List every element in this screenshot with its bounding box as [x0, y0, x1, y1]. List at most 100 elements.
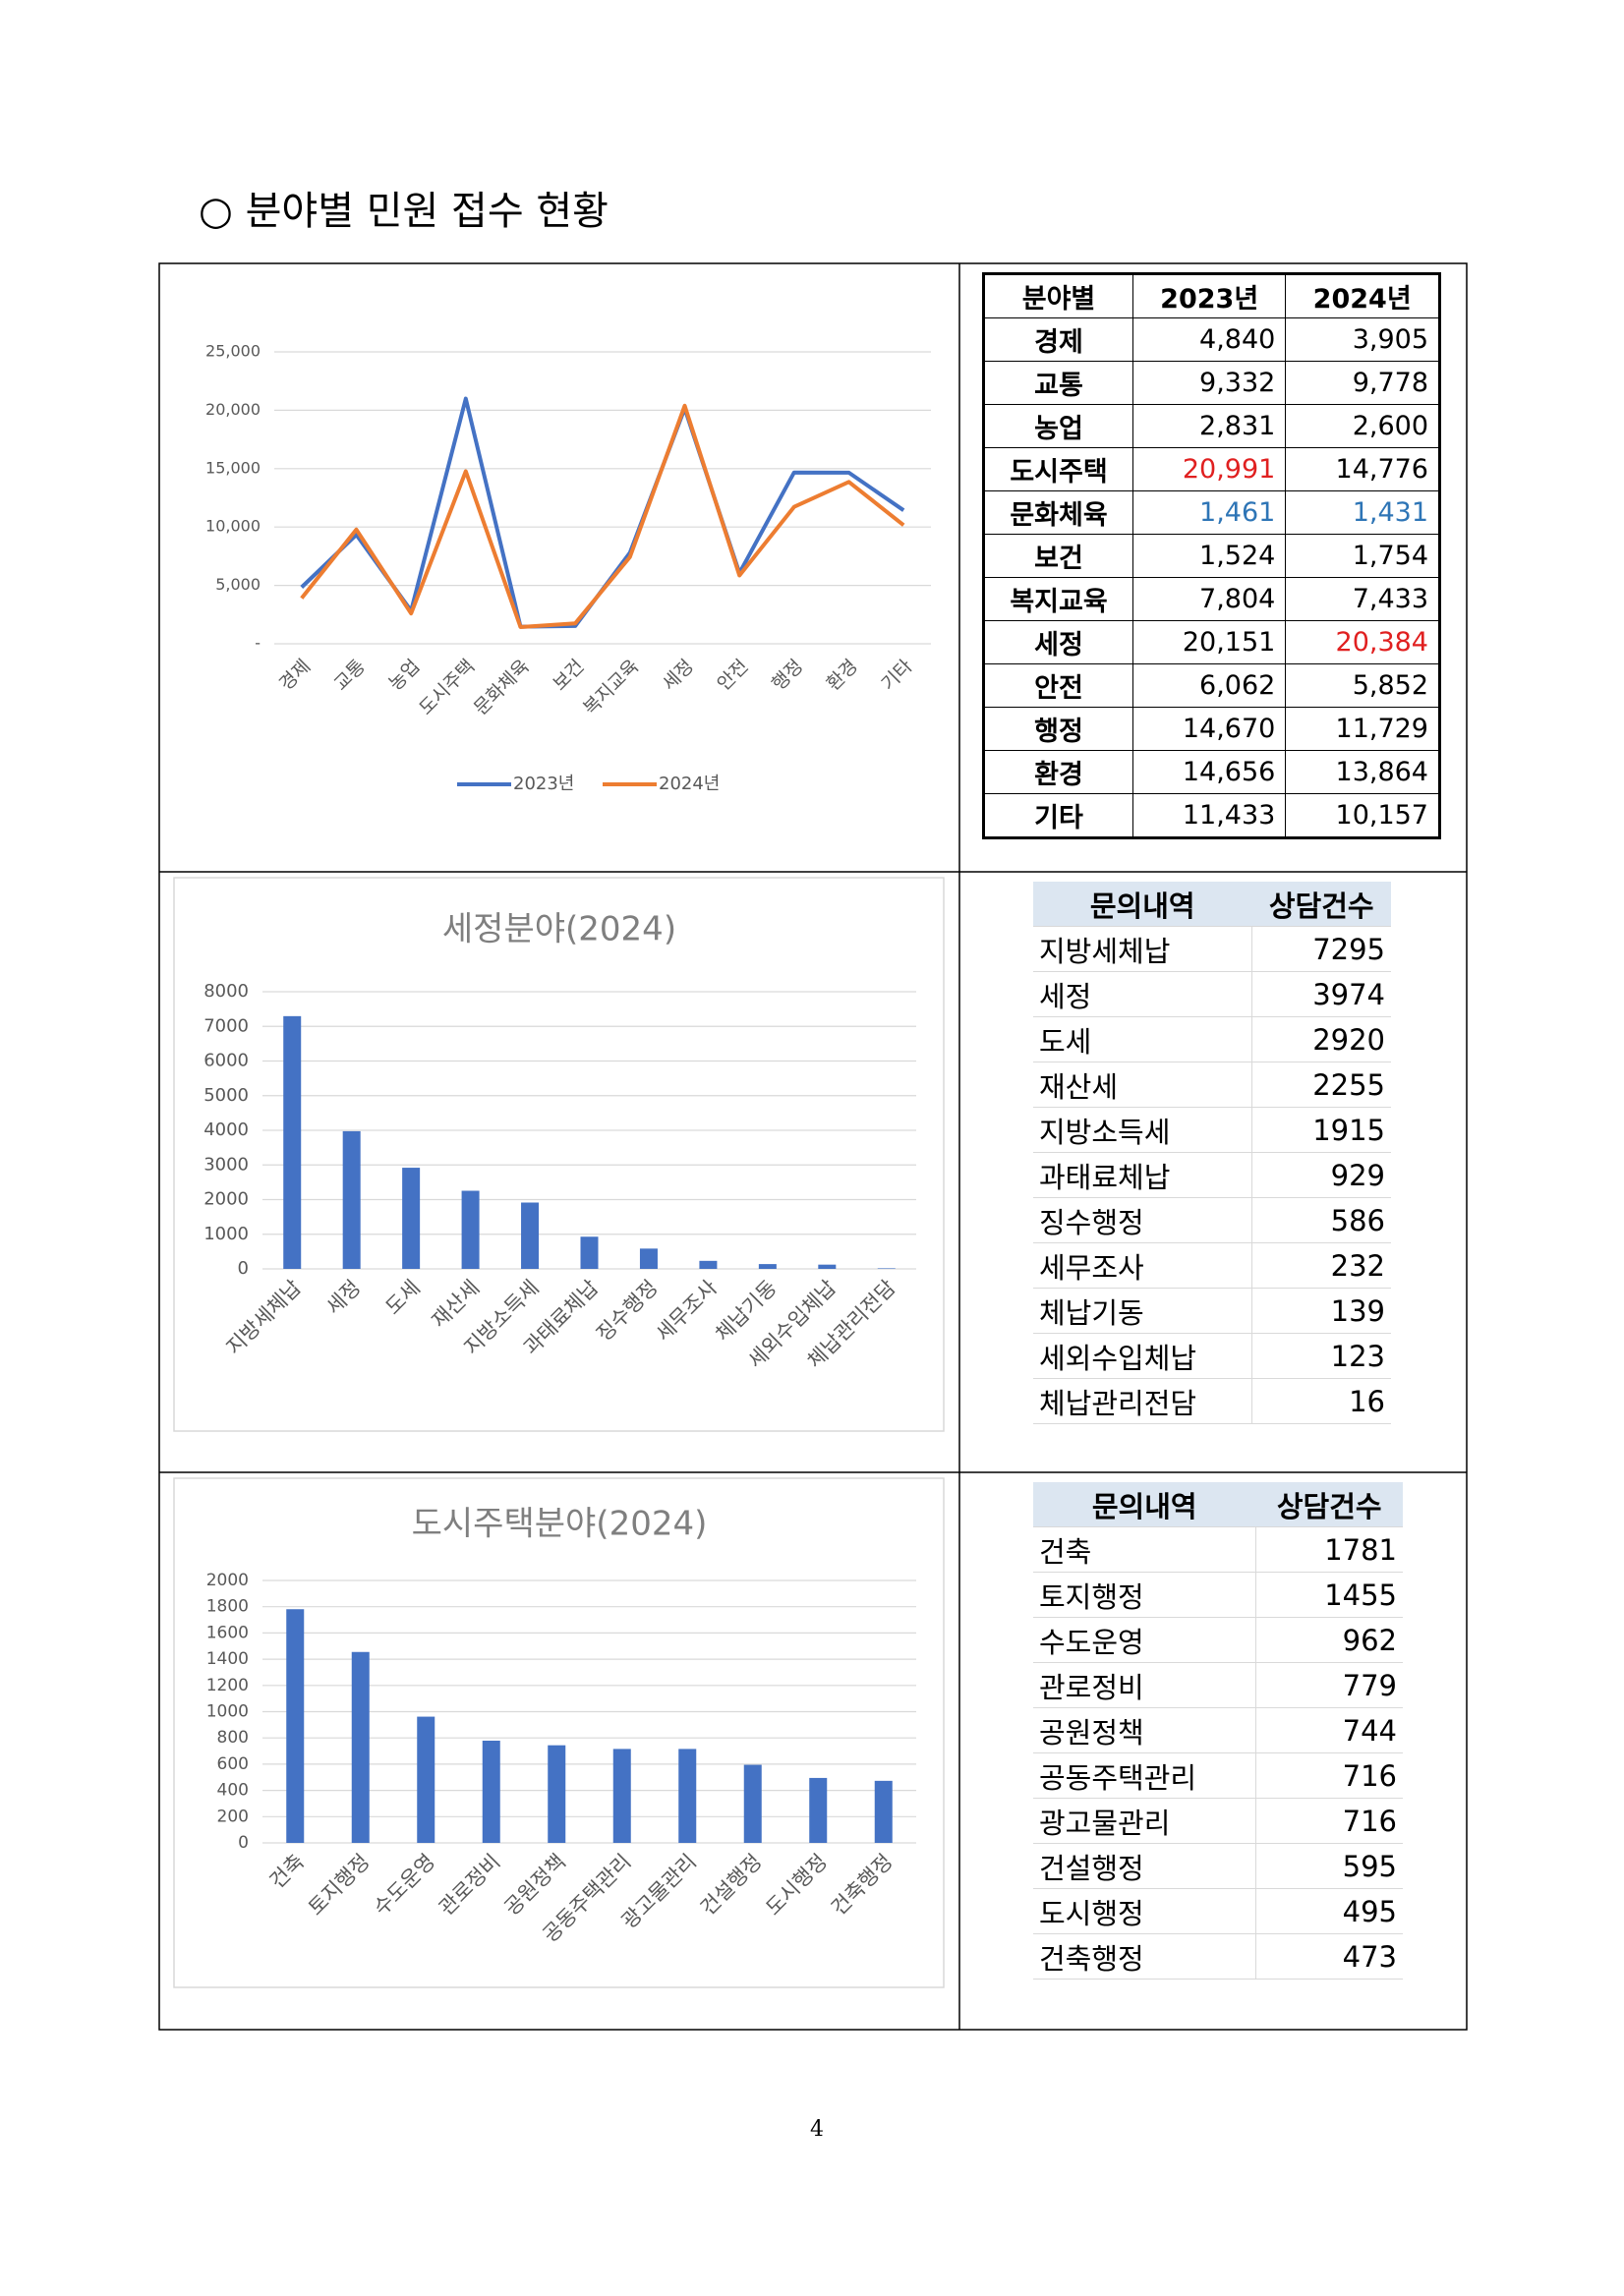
- y-tick-label: 8000: [203, 981, 249, 1002]
- y-tick-label: 7000: [203, 1015, 249, 1036]
- y-tick-label: -: [255, 634, 261, 653]
- bar: [612, 1749, 631, 1843]
- table-row: 건설행정 595: [1033, 1843, 1403, 1889]
- y-tick-label: 600: [217, 1754, 249, 1774]
- y-tick-label: 1800: [206, 1597, 249, 1617]
- bar: [874, 1780, 893, 1843]
- header-cell: 2024년: [1285, 273, 1440, 318]
- x-tick-label: 수도운영: [369, 1850, 439, 1921]
- bar: [758, 1264, 777, 1269]
- row-label: 문화체육: [983, 490, 1133, 535]
- y-tick-label: 200: [217, 1807, 249, 1826]
- row-label: 토지행정: [1033, 1572, 1256, 1618]
- table-row: 세정 20,151 20,384: [983, 620, 1440, 664]
- table-row: 도시주택 20,991 14,776: [983, 447, 1440, 491]
- row-label: 보건: [983, 534, 1133, 578]
- table-row: 보건 1,524 1,754: [983, 534, 1440, 578]
- x-tick-label: 도세: [381, 1276, 425, 1319]
- x-tick-label: 안전: [713, 656, 752, 695]
- x-tick-label: 복지교육: [579, 656, 643, 719]
- table-row: 복지교육 7,804 7,433: [983, 577, 1440, 621]
- value-cell: 962: [1255, 1617, 1403, 1663]
- x-tick-label: 건축행정: [827, 1850, 898, 1921]
- row-label: 안전: [983, 663, 1133, 708]
- value-cell: 14,656: [1131, 750, 1287, 794]
- value-cell: 595: [1255, 1843, 1403, 1889]
- row-label: 세외수입체납: [1033, 1333, 1252, 1379]
- table-row: 교통 9,332 9,778: [983, 361, 1440, 405]
- y-tick-label: 6000: [203, 1051, 249, 1071]
- table-row: 지방세체납 7295: [1033, 926, 1391, 972]
- value-cell: 2,600: [1285, 404, 1440, 448]
- y-tick-label: 0: [238, 1258, 249, 1279]
- row-label: 수도운영: [1033, 1617, 1256, 1663]
- table-row: 세외수입체납 123: [1033, 1333, 1391, 1379]
- row-label: 지방세체납: [1033, 926, 1252, 972]
- table-row: 관로정비 779: [1033, 1662, 1403, 1708]
- y-tick-label: 1600: [206, 1623, 249, 1642]
- row-label: 세무조사: [1033, 1242, 1252, 1289]
- value-cell: 3,905: [1285, 317, 1440, 362]
- table-row: 지방소득세 1915: [1033, 1107, 1391, 1153]
- page-number: 4: [810, 2117, 824, 2142]
- bar: [461, 1190, 480, 1269]
- value-cell: 929: [1251, 1152, 1391, 1198]
- row-label: 기타: [983, 793, 1133, 838]
- y-tick-label: 800: [217, 1728, 249, 1748]
- table-row: 도세 2920: [1033, 1016, 1391, 1062]
- row-label: 세정: [983, 620, 1133, 664]
- x-tick-label: 세무조사: [652, 1276, 723, 1347]
- row-label: 복지교육: [983, 577, 1133, 621]
- row-label: 환경: [983, 750, 1133, 794]
- legend-label: 2023년: [513, 774, 574, 794]
- value-cell: 4,840: [1131, 317, 1287, 362]
- value-cell: 586: [1251, 1197, 1391, 1243]
- row-label: 세정: [1033, 971, 1252, 1017]
- tax-table: 문의내역 상담건수 지방세체납 7295 세정 3974 도세 2920 재산세 2255 지방소득…: [1033, 882, 1391, 1424]
- value-cell: 1915: [1251, 1107, 1391, 1153]
- table-row: 안전 6,062 5,852: [983, 663, 1440, 708]
- bar: [743, 1764, 762, 1843]
- value-cell: 20,384: [1285, 620, 1440, 664]
- value-cell: 2255: [1251, 1062, 1391, 1108]
- y-tick-label: 4000: [203, 1119, 249, 1140]
- table-row: 행정 14,670 11,729: [983, 707, 1440, 751]
- value-cell: 7295: [1251, 926, 1391, 972]
- x-tick-label: 도시주택: [415, 656, 479, 719]
- value-cell: 744: [1255, 1707, 1403, 1753]
- y-tick-label: 5000: [203, 1085, 249, 1106]
- value-cell: 5,852: [1285, 663, 1440, 708]
- x-tick-label: 경제: [275, 656, 315, 695]
- row-label: 공원정책: [1033, 1707, 1256, 1753]
- value-cell: 14,670: [1131, 707, 1287, 751]
- chart-title: 세정분야(2024): [442, 910, 676, 949]
- bar: [877, 1268, 896, 1269]
- frame: [158, 262, 1468, 2031]
- y-tick-label: 1000: [203, 1224, 249, 1244]
- value-cell: 20,151: [1131, 620, 1287, 664]
- x-tick-label: 건설행정: [696, 1850, 767, 1921]
- row-label: 징수행정: [1033, 1197, 1252, 1243]
- table-row: 문화체육 1,461 1,431: [983, 490, 1440, 535]
- value-cell: 1,524: [1131, 534, 1287, 578]
- table-row: 과태료체납 929: [1033, 1152, 1391, 1198]
- table-row: 수도운영 962: [1033, 1617, 1403, 1663]
- housing-table: 문의내역 상담건수 건축 1781 토지행정 1455 수도운영 962 관로정비 779 공원정책…: [1033, 1482, 1403, 1980]
- y-tick-label: 1200: [206, 1676, 249, 1695]
- value-cell: 1455: [1255, 1572, 1403, 1618]
- line-series: [300, 403, 905, 629]
- row-label: 도시주택: [983, 447, 1133, 491]
- value-cell: 716: [1255, 1752, 1403, 1799]
- value-cell: 20,991: [1131, 447, 1287, 491]
- row-label: 재산세: [1033, 1062, 1252, 1108]
- header-cell: 분야별: [983, 273, 1133, 318]
- value-cell: 7,804: [1131, 577, 1287, 621]
- value-cell: 1,461: [1131, 490, 1287, 535]
- x-tick-label: 교통: [330, 656, 370, 695]
- value-cell: 11,729: [1285, 707, 1440, 751]
- table-row: 체납관리전담 16: [1033, 1378, 1391, 1424]
- row-label: 도세: [1033, 1016, 1252, 1062]
- x-tick-label: 농업: [384, 656, 424, 695]
